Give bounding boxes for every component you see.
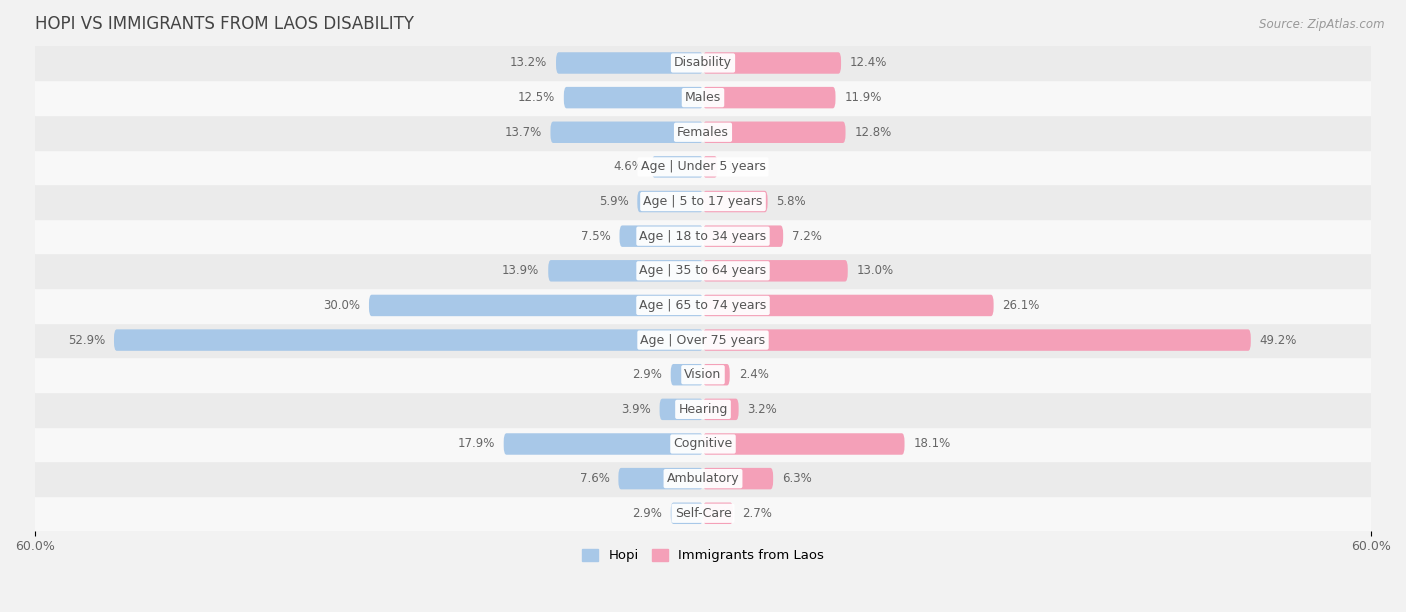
Bar	[35, 149, 1371, 184]
Text: 2.9%: 2.9%	[631, 507, 662, 520]
FancyBboxPatch shape	[703, 329, 1251, 351]
FancyBboxPatch shape	[703, 502, 733, 524]
Text: Age | 18 to 34 years: Age | 18 to 34 years	[640, 230, 766, 243]
Text: Ambulatory: Ambulatory	[666, 472, 740, 485]
Text: 12.4%: 12.4%	[851, 56, 887, 70]
Text: 12.5%: 12.5%	[517, 91, 555, 104]
FancyBboxPatch shape	[703, 87, 835, 108]
Text: Females: Females	[678, 125, 728, 139]
Text: Age | 5 to 17 years: Age | 5 to 17 years	[644, 195, 762, 208]
Text: 5.8%: 5.8%	[776, 195, 806, 208]
Text: Cognitive: Cognitive	[673, 438, 733, 450]
Text: 2.9%: 2.9%	[631, 368, 662, 381]
FancyBboxPatch shape	[637, 191, 703, 212]
Bar	[35, 461, 1371, 496]
Text: 3.9%: 3.9%	[621, 403, 651, 416]
FancyBboxPatch shape	[551, 122, 703, 143]
Bar	[35, 80, 1371, 115]
Text: 11.9%: 11.9%	[845, 91, 882, 104]
FancyBboxPatch shape	[503, 433, 703, 455]
Bar	[35, 253, 1371, 288]
Text: HOPI VS IMMIGRANTS FROM LAOS DISABILITY: HOPI VS IMMIGRANTS FROM LAOS DISABILITY	[35, 15, 413, 33]
FancyBboxPatch shape	[548, 260, 703, 282]
FancyBboxPatch shape	[671, 364, 703, 386]
FancyBboxPatch shape	[703, 364, 730, 386]
Text: Self-Care: Self-Care	[675, 507, 731, 520]
Bar	[35, 357, 1371, 392]
FancyBboxPatch shape	[652, 156, 703, 177]
FancyBboxPatch shape	[555, 52, 703, 73]
Bar	[35, 46, 1371, 80]
FancyBboxPatch shape	[703, 225, 783, 247]
FancyBboxPatch shape	[619, 468, 703, 490]
Text: 13.2%: 13.2%	[510, 56, 547, 70]
Text: 7.5%: 7.5%	[581, 230, 610, 243]
FancyBboxPatch shape	[703, 156, 717, 177]
Text: 26.1%: 26.1%	[1002, 299, 1040, 312]
Text: 7.6%: 7.6%	[579, 472, 609, 485]
FancyBboxPatch shape	[703, 295, 994, 316]
FancyBboxPatch shape	[703, 52, 841, 73]
Text: 13.7%: 13.7%	[505, 125, 541, 139]
FancyBboxPatch shape	[368, 295, 703, 316]
Bar	[35, 496, 1371, 531]
Text: Age | 35 to 64 years: Age | 35 to 64 years	[640, 264, 766, 277]
Text: 2.4%: 2.4%	[738, 368, 769, 381]
Legend: Hopi, Immigrants from Laos: Hopi, Immigrants from Laos	[576, 543, 830, 568]
FancyBboxPatch shape	[564, 87, 703, 108]
Text: Age | Under 5 years: Age | Under 5 years	[641, 160, 765, 173]
FancyBboxPatch shape	[703, 433, 904, 455]
Text: Age | 65 to 74 years: Age | 65 to 74 years	[640, 299, 766, 312]
Bar	[35, 219, 1371, 253]
FancyBboxPatch shape	[703, 122, 845, 143]
Text: 52.9%: 52.9%	[67, 334, 105, 346]
Text: 13.9%: 13.9%	[502, 264, 540, 277]
Bar	[35, 184, 1371, 219]
Text: 5.9%: 5.9%	[599, 195, 628, 208]
FancyBboxPatch shape	[703, 191, 768, 212]
Text: 49.2%: 49.2%	[1260, 334, 1298, 346]
Bar	[35, 427, 1371, 461]
FancyBboxPatch shape	[703, 398, 738, 420]
Text: 17.9%: 17.9%	[457, 438, 495, 450]
Text: 30.0%: 30.0%	[323, 299, 360, 312]
Text: Males: Males	[685, 91, 721, 104]
Text: Hearing: Hearing	[678, 403, 728, 416]
Bar	[35, 323, 1371, 357]
Bar	[35, 288, 1371, 323]
Bar	[35, 115, 1371, 149]
Text: 12.8%: 12.8%	[855, 125, 891, 139]
Text: 4.6%: 4.6%	[613, 160, 643, 173]
FancyBboxPatch shape	[114, 329, 703, 351]
Text: Source: ZipAtlas.com: Source: ZipAtlas.com	[1260, 18, 1385, 31]
Bar	[35, 392, 1371, 427]
Text: 7.2%: 7.2%	[792, 230, 823, 243]
FancyBboxPatch shape	[703, 468, 773, 490]
Text: 18.1%: 18.1%	[914, 438, 950, 450]
FancyBboxPatch shape	[659, 398, 703, 420]
Text: 1.3%: 1.3%	[727, 160, 756, 173]
Text: 6.3%: 6.3%	[782, 472, 811, 485]
FancyBboxPatch shape	[671, 502, 703, 524]
FancyBboxPatch shape	[620, 225, 703, 247]
Text: 3.2%: 3.2%	[748, 403, 778, 416]
Text: Vision: Vision	[685, 368, 721, 381]
Text: 2.7%: 2.7%	[742, 507, 772, 520]
FancyBboxPatch shape	[703, 260, 848, 282]
Text: Age | Over 75 years: Age | Over 75 years	[641, 334, 765, 346]
Text: Disability: Disability	[673, 56, 733, 70]
Text: 13.0%: 13.0%	[856, 264, 894, 277]
